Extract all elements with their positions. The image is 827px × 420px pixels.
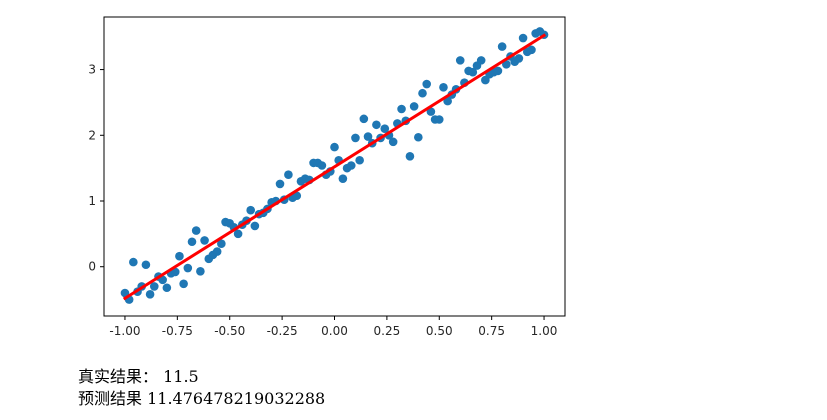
scatter-point	[217, 239, 226, 249]
fit-line	[122, 33, 547, 301]
scatter-point	[397, 104, 406, 114]
scatter-point	[527, 45, 536, 55]
scatter-point	[355, 155, 364, 165]
scatter-point	[246, 205, 255, 215]
scatter-point	[196, 267, 205, 276]
y-tick-label: 1	[88, 194, 96, 208]
y-tick-label: 3	[88, 63, 96, 77]
x-tick-label: 0.75	[478, 324, 505, 338]
scatter-point	[405, 152, 415, 161]
scatter-point	[346, 161, 356, 170]
x-tick-label: -0.75	[162, 324, 193, 338]
scatter-point	[380, 124, 390, 134]
predicted-result-line: 预测结果 11.476478219032288	[78, 389, 326, 408]
scatter-point	[468, 67, 478, 77]
scatter-point	[514, 54, 524, 63]
scatter-point	[518, 33, 528, 43]
x-tick-label: 1.00	[531, 324, 558, 338]
scatter-point	[351, 133, 360, 143]
scatter-point	[141, 260, 151, 270]
y-tick-label: 0	[88, 260, 96, 274]
scatter-point	[409, 102, 419, 111]
scatter-point	[372, 120, 381, 130]
scatter-point	[414, 132, 423, 142]
x-tick-label: -1.00	[109, 324, 140, 338]
scatter-point	[212, 247, 222, 256]
x-tick-label: -0.50	[214, 324, 245, 338]
scatter-point	[388, 137, 398, 147]
scatter-point	[439, 83, 448, 92]
scatter-point	[191, 226, 201, 235]
scatter-point	[162, 283, 172, 293]
scatter-point	[338, 174, 348, 183]
plot-marks	[120, 27, 549, 304]
scatter-point	[317, 161, 327, 170]
scatter-point	[200, 236, 209, 245]
scatter-point	[145, 290, 155, 299]
scatter-point	[275, 179, 285, 189]
x-tick-label: 0.50	[426, 324, 453, 338]
scatter-point	[476, 56, 486, 65]
scatter-point	[250, 221, 260, 231]
scatter-point	[418, 88, 427, 98]
scatter-point	[363, 132, 373, 141]
x-tick-label: -0.25	[267, 324, 298, 338]
y-tick-label: 2	[88, 128, 96, 142]
scatter-point	[493, 66, 503, 76]
x-tick-label: 0.00	[321, 324, 348, 338]
scatter-point	[434, 115, 444, 124]
scatter-point	[359, 114, 369, 124]
scatter-point	[330, 142, 339, 152]
text-output: 真实结果： 11.5 预测结果 11.476478219032288	[78, 366, 325, 410]
scatter-point	[422, 79, 432, 89]
y-axis: 0 1 2 3	[88, 63, 104, 274]
scatter-point	[497, 42, 507, 51]
scatter-point	[179, 279, 188, 289]
scatter-point	[175, 251, 184, 261]
scatter-point	[149, 282, 159, 291]
scatter-point	[455, 56, 465, 65]
scatter-point	[187, 237, 197, 247]
scatter-point	[284, 170, 293, 180]
x-axis: -1.00 -0.75 -0.50 -0.25 0.00 0.25 0.50 0.75 1.00	[109, 316, 557, 338]
scatter-chart: -1.00 -0.75 -0.50 -0.25 0.00 0.25 0.50 0.75 1.00…	[88, 16, 566, 338]
x-tick-label: 0.25	[374, 324, 401, 338]
scatter-point	[129, 257, 138, 267]
scatter-point	[183, 263, 193, 273]
plot-area	[103, 16, 566, 317]
true-result-line: 真实结果： 11.5	[78, 367, 199, 386]
scatter-point	[233, 229, 243, 239]
